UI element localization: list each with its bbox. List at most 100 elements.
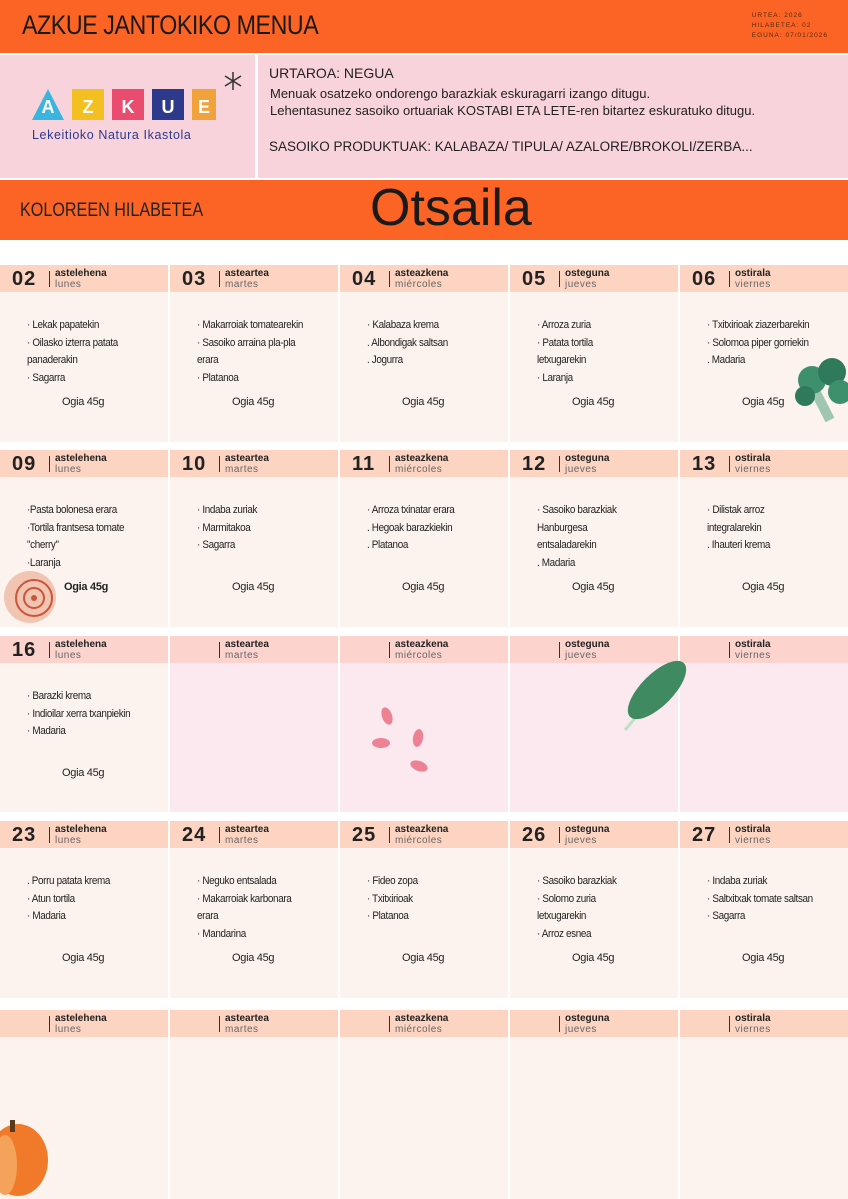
- menu-item: · Marmitakoa: [197, 521, 251, 534]
- day-name-es: jueves: [565, 835, 597, 846]
- separator: [219, 1016, 220, 1032]
- menu-item: ·Pasta bolonesa erara: [27, 504, 117, 516]
- day-name-eu: astelehena: [55, 639, 107, 650]
- day-cell: [0, 636, 168, 812]
- day-header: [680, 821, 848, 848]
- bread-note: Ogia 45g: [572, 396, 615, 408]
- bread-note: Ogia 45g: [232, 952, 275, 964]
- day-number: 25: [352, 824, 377, 846]
- day-name-eu: asteartea: [225, 639, 269, 650]
- day-name-es: jueves: [565, 279, 597, 290]
- day-name-eu: asteazkena: [395, 639, 449, 650]
- separator: [729, 456, 730, 472]
- day-header: [0, 636, 168, 663]
- menu-item: · Lekak papatekin: [27, 319, 100, 331]
- bread-note: Ogia 45g: [64, 581, 109, 593]
- day-header: [170, 450, 338, 477]
- day-number: 05: [522, 268, 547, 290]
- day-number: 06: [692, 268, 717, 290]
- day-header: [0, 1010, 168, 1037]
- meta-line: EGUNA: 07/01/2026: [751, 32, 828, 39]
- bread-note: Ogia 45g: [572, 581, 615, 593]
- menu-item: · Fideo zopa: [367, 875, 418, 887]
- menu-items: · Fideo zopa · Txitxirioak · Platanoa: [367, 873, 473, 926]
- separator: [729, 642, 730, 658]
- day-number: 26: [522, 824, 547, 846]
- logo-letter: A: [42, 97, 55, 117]
- day-cell: [170, 636, 338, 812]
- day-name-eu: asteazkena: [395, 824, 449, 835]
- day-number: 13: [692, 453, 717, 475]
- day-name-es: lunes: [55, 1024, 82, 1035]
- menu-item: · Sasoiko barazkiak Hanburgesa entsalada…: [537, 504, 617, 551]
- logo-letter: U: [162, 97, 175, 117]
- menu-item: · Platanoa: [367, 910, 409, 922]
- day-name-eu: astelehena: [55, 453, 107, 464]
- menu-item: · Patata tortila letxugarekin: [537, 336, 593, 367]
- day-header: [340, 450, 508, 477]
- meta-line: URTEA: 2026: [751, 12, 803, 19]
- separator: [49, 1016, 50, 1032]
- day-name-eu: asteartea: [225, 824, 269, 835]
- day-number: 27: [692, 824, 717, 846]
- day-name-eu: ostirala: [735, 268, 771, 279]
- menu-items: ·Pasta bolonesa erara ·Tortila frantsesa …: [27, 502, 133, 572]
- menu-items: · Sasoiko barazkiak Hanburgesa entsalada…: [537, 502, 643, 572]
- day-number: 10: [182, 453, 207, 475]
- day-name-es: miércoles: [395, 1024, 443, 1035]
- separator: [389, 827, 390, 843]
- menu-item: · Makarroiak tomatearekin: [197, 319, 304, 331]
- day-name-eu: ostirala: [735, 639, 771, 650]
- menu-item: . Ihauteri krema: [707, 539, 771, 551]
- day-header: [170, 265, 338, 292]
- bread-note: Ogia 45g: [402, 952, 445, 964]
- day-name-es: miércoles: [395, 835, 443, 846]
- day-name-eu: osteguna: [565, 1013, 610, 1024]
- day-name-eu: astelehena: [55, 824, 107, 835]
- separator: [729, 271, 730, 287]
- menu-item: ·Tortila frantsesa tomate "cherry": [27, 521, 125, 552]
- day-name-eu: osteguna: [565, 824, 610, 835]
- day-header: [510, 450, 678, 477]
- menu-item: · Arroza zuria: [537, 319, 591, 331]
- menu-item: · Atun tortila: [27, 892, 75, 905]
- menu-item: . Jogurra: [367, 354, 403, 366]
- day-header: [170, 821, 338, 848]
- info-text: Menuak osatzeko ondorengo barazkiak esku…: [270, 85, 755, 119]
- day-header: [340, 1010, 508, 1037]
- day-name-eu: asteazkena: [395, 1013, 449, 1024]
- logo-letter: K: [122, 97, 135, 117]
- day-cell: [340, 265, 508, 442]
- day-name-eu: ostirala: [735, 1013, 771, 1024]
- month-name: Otsaila: [370, 179, 532, 237]
- info-box: URTAROA: NEGUA Menuak osatzeko ondorengo…: [258, 55, 848, 178]
- band-label: KOLOREEN HILABETEA: [20, 200, 204, 221]
- day-header: [680, 1010, 848, 1037]
- season: URTAROA: NEGUA: [269, 65, 394, 81]
- meta-line: HILABETEA: 02: [751, 22, 812, 29]
- day-cell: [680, 636, 848, 812]
- meta-info: URTEA: 2026 HILABETEA: 02 EGUNA: 07/01/2…: [752, 11, 828, 41]
- day-number: 03: [182, 268, 207, 290]
- menu-item: · Arroza txinatar erara: [367, 504, 455, 516]
- day-name-eu: asteartea: [225, 268, 269, 279]
- menu-items: · Kalabaza krema . Albondigak saltsan . Jo…: [367, 317, 473, 370]
- menu-items: · Txitxirioak ziazerbarekin · Solomoa pip…: [707, 317, 813, 370]
- separator: [219, 456, 220, 472]
- menu-item: · Laranja: [537, 371, 573, 384]
- separator: [389, 1016, 390, 1032]
- day-header: [340, 636, 508, 663]
- day-cell: [510, 265, 678, 442]
- day-cell: [510, 450, 678, 627]
- day-name-es: martes: [225, 835, 259, 846]
- menu-items: · Arroza txinatar erara . Hegoak barazkie…: [367, 502, 473, 555]
- menu-item: · Sasoiko arraina pla-pla erara: [197, 336, 296, 367]
- day-cell: [680, 1010, 848, 1199]
- day-name-es: lunes: [55, 279, 82, 290]
- info-line: Lehentasunez sasoiko ortuariak KOSTABI E…: [270, 103, 756, 118]
- menu-item: · Solomoa piper gorriekin: [707, 336, 809, 349]
- day-name-es: martes: [225, 279, 259, 290]
- menu-items: · Arroza zuria · Patata tortila letxugare…: [537, 317, 643, 387]
- menu-items: · Neguko entsalada · Makarroiak karbonara…: [197, 873, 303, 943]
